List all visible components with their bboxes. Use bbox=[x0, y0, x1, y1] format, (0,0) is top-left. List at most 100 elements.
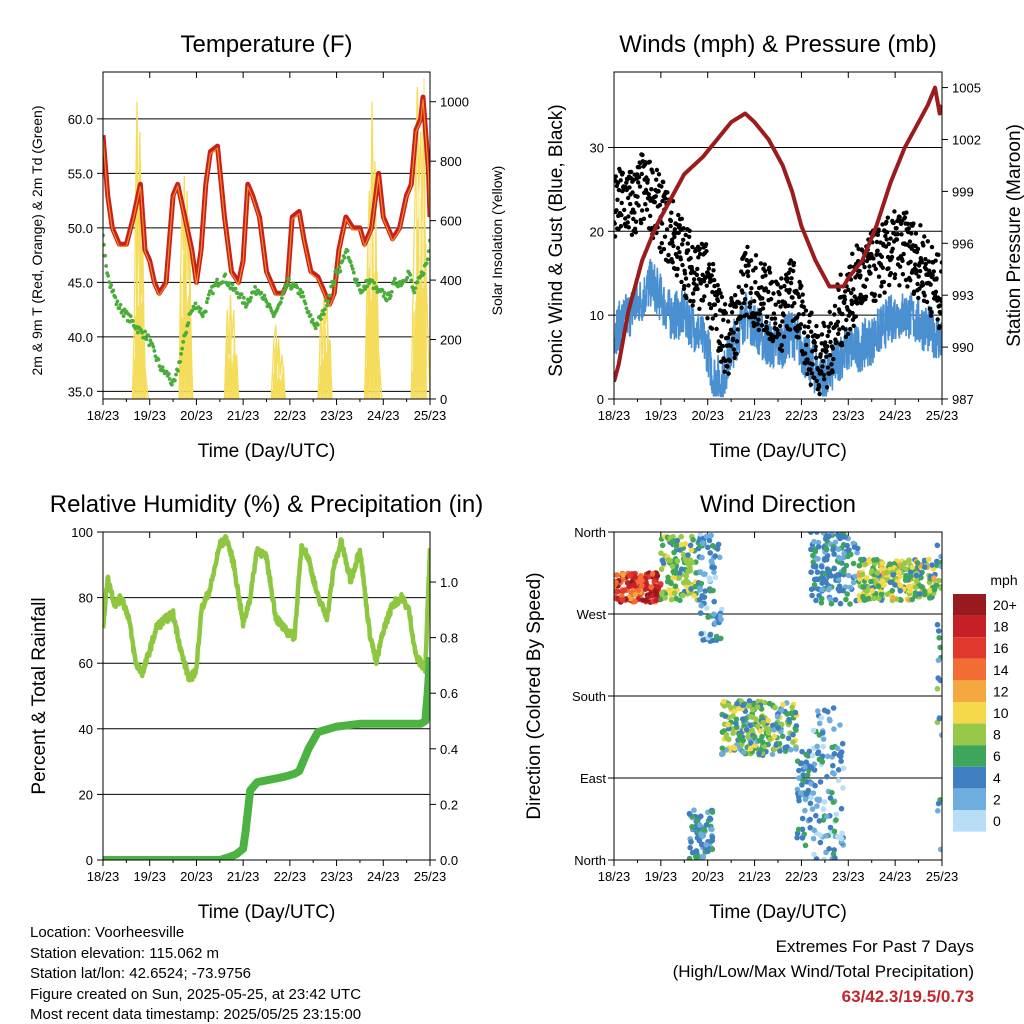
direction-point bbox=[707, 632, 713, 638]
gust-point bbox=[767, 336, 772, 342]
gust-point bbox=[930, 273, 935, 278]
gust-point bbox=[697, 306, 702, 311]
y-tick-label: 60 bbox=[79, 656, 93, 671]
dewpoint-point bbox=[143, 329, 148, 334]
gust-point bbox=[777, 332, 782, 337]
x-tick-label: 18/23 bbox=[598, 408, 631, 423]
dewpoint-point bbox=[146, 333, 151, 338]
gust-point bbox=[708, 305, 714, 311]
dewpoint-point bbox=[140, 330, 145, 335]
gust-point bbox=[840, 311, 845, 317]
gust-point bbox=[643, 202, 648, 207]
gust-point bbox=[897, 264, 903, 269]
gust-point bbox=[778, 285, 784, 290]
gust-point bbox=[719, 359, 724, 364]
y-tick-label-right: 0.0 bbox=[440, 853, 458, 868]
gust-point bbox=[788, 258, 793, 263]
direction-point bbox=[680, 579, 687, 586]
gust-point bbox=[680, 242, 685, 247]
direction-point bbox=[818, 600, 825, 606]
gust-point bbox=[892, 272, 898, 277]
dewpoint-point bbox=[203, 309, 208, 314]
gust-point bbox=[874, 239, 880, 245]
direction-point bbox=[869, 587, 875, 594]
gust-point bbox=[647, 159, 652, 164]
direction-point bbox=[799, 835, 806, 841]
direction-point bbox=[820, 575, 826, 582]
direction-point bbox=[847, 584, 854, 591]
gust-point bbox=[801, 330, 807, 335]
gust-point bbox=[826, 329, 832, 334]
direction-point bbox=[858, 556, 864, 563]
direction-point bbox=[740, 749, 747, 756]
extremes-values: 63/42.3/19.5/0.73 bbox=[841, 987, 974, 1006]
direction-point bbox=[899, 563, 906, 570]
gust-point bbox=[938, 310, 942, 316]
dewpoint-point bbox=[331, 282, 336, 287]
gust-point bbox=[769, 316, 774, 321]
colorbar-swatch bbox=[953, 594, 986, 616]
direction-point bbox=[903, 566, 910, 573]
direction-point bbox=[685, 579, 691, 586]
y-tick-label-right: 400 bbox=[440, 273, 462, 288]
gust-point bbox=[725, 364, 730, 369]
gust-point bbox=[892, 209, 897, 214]
direction-point bbox=[844, 591, 850, 597]
gust-point bbox=[913, 243, 918, 249]
direction-point bbox=[712, 574, 719, 581]
y-tick-label: 0 bbox=[597, 392, 604, 407]
gust-point bbox=[734, 339, 740, 344]
dewpoint-point bbox=[117, 306, 122, 310]
gust-point bbox=[775, 282, 780, 287]
gust-point bbox=[819, 332, 825, 337]
direction-point bbox=[935, 657, 942, 664]
direction-point bbox=[811, 827, 817, 833]
gust-point bbox=[800, 299, 805, 304]
direction-point bbox=[929, 562, 935, 568]
dewpoint-point bbox=[179, 352, 184, 356]
direction-point bbox=[820, 806, 827, 812]
gust-point bbox=[923, 257, 928, 262]
direction-point bbox=[614, 588, 620, 595]
direction-point bbox=[790, 731, 796, 738]
dewpoint-point bbox=[221, 280, 226, 284]
direction-point bbox=[676, 575, 682, 581]
gust-point bbox=[796, 312, 802, 317]
direction-point bbox=[814, 796, 820, 803]
direction-point bbox=[765, 730, 772, 736]
direction-point bbox=[769, 722, 776, 729]
direction-point bbox=[809, 752, 816, 759]
direction-point bbox=[766, 700, 773, 707]
y-tick-label: North bbox=[574, 525, 606, 540]
dewpoint-point bbox=[214, 280, 218, 285]
gust-point bbox=[694, 283, 699, 288]
direction-point bbox=[835, 586, 842, 592]
gust-point bbox=[632, 210, 637, 215]
direction-point bbox=[815, 539, 822, 546]
dewpoint-point bbox=[328, 293, 332, 298]
direction-point bbox=[719, 750, 725, 757]
gust-point bbox=[871, 263, 877, 268]
direction-point bbox=[620, 572, 626, 578]
direction-point bbox=[696, 837, 703, 844]
x-tick-label: 24/23 bbox=[879, 408, 912, 423]
gust-point bbox=[723, 358, 728, 363]
direction-point bbox=[708, 532, 714, 539]
direction-point bbox=[774, 713, 781, 720]
gust-point bbox=[752, 299, 757, 304]
dewpoint-point bbox=[109, 283, 114, 287]
direction-point bbox=[913, 578, 920, 584]
direction-point bbox=[834, 745, 841, 752]
direction-point bbox=[810, 563, 817, 570]
direction-point bbox=[712, 553, 718, 559]
dewpoint-point bbox=[348, 260, 353, 264]
dewpoint-point bbox=[249, 295, 253, 300]
dewpoint-point bbox=[207, 292, 211, 297]
direction-point bbox=[711, 569, 717, 575]
panel-title: Temperature (F) bbox=[180, 31, 352, 58]
direction-point bbox=[736, 736, 743, 742]
direction-point bbox=[827, 795, 834, 801]
extremes-box: Extremes For Past 7 Days (High/Low/Max W… bbox=[673, 934, 974, 1009]
x-axis-label: Time (Day/UTC) bbox=[709, 441, 847, 462]
dewpoint-point bbox=[322, 312, 326, 316]
